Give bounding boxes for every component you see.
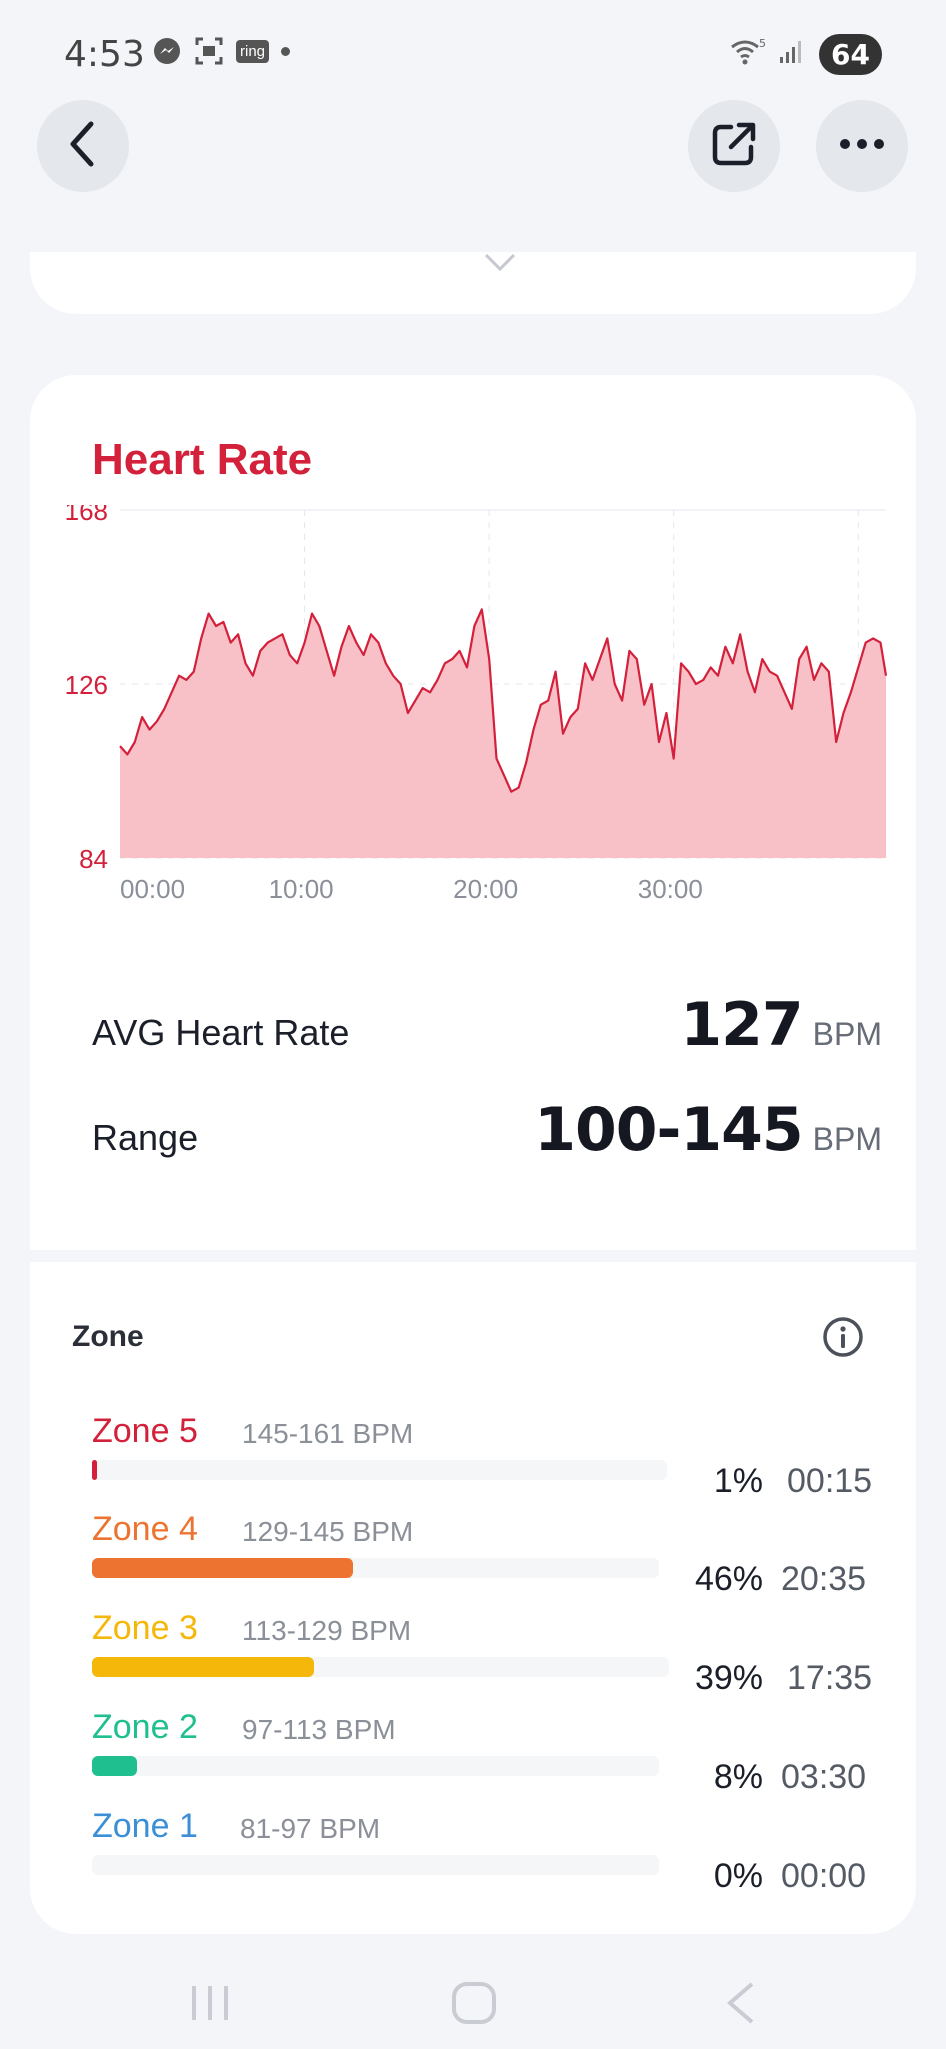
more-horizontal-icon [837, 134, 887, 159]
more-options-button[interactable] [816, 100, 908, 192]
system-nav-bar [0, 1960, 946, 2049]
external-link-icon [709, 119, 759, 174]
x-tick-label: 20:00 [453, 874, 518, 904]
signal-icon [777, 37, 807, 72]
zone-progress-fill [92, 1756, 138, 1776]
zone-duration: 00:00 [781, 1857, 867, 1895]
status-time: 4:53 [64, 34, 145, 75]
zone-name: Zone 1 [92, 1807, 198, 1845]
zone-progress-track [92, 1855, 659, 1875]
heart-rate-card: Heart Rate 168 126 84 00:00 10:00 20:00 30:00 … [30, 375, 916, 1250]
zone-row: Zone 1 81-97 BPM 0% 00:00 [92, 1807, 904, 1897]
zone-duration: 03:30 [781, 1758, 867, 1796]
back-nav-icon[interactable] [722, 1980, 758, 2031]
zone-duration: 17:35 [787, 1659, 873, 1697]
zone-row: Zone 5 145-161 BPM 1% 00:15 [92, 1412, 904, 1502]
zone-card: Zone Zone 5 145-161 BPM 1% 00:15 Zone 4 … [30, 1262, 916, 1934]
zone-row: Zone 4 129-145 BPM 46% 20:35 [92, 1510, 904, 1600]
zone-range: 145-161 BPM [242, 1418, 414, 1449]
info-icon[interactable] [822, 1316, 864, 1363]
avg-heart-rate-value: 127 [680, 990, 803, 1060]
zone-percent: 39% [694, 1659, 763, 1697]
screenshot-icon [194, 36, 224, 66]
x-tick-label: 10:00 [269, 874, 334, 904]
range-label: Range [92, 1117, 199, 1158]
avg-unit: BPM [812, 1016, 882, 1052]
zone-row: Zone 2 97-113 BPM 8% 03:30 [92, 1708, 904, 1798]
notification-dot-icon [281, 46, 291, 56]
zone-progress-track [92, 1460, 667, 1480]
avg-heart-rate-label: AVG Heart Rate [92, 1012, 350, 1053]
messenger-icon [152, 36, 182, 66]
heart-rate-line [119, 608, 888, 793]
y-tick-label: 168 [65, 505, 108, 526]
y-tick-label: 126 [65, 670, 108, 700]
battery-indicator: 64 [819, 34, 882, 75]
home-icon[interactable] [450, 1980, 498, 2031]
zone-percent: 0% [713, 1857, 763, 1895]
chevron-left-icon [63, 119, 103, 174]
status-bar: 4:53 ring 5 64 [0, 0, 946, 110]
avg-heart-rate-row: AVG Heart Rate 127 BPM [92, 990, 882, 1060]
zone-range: 81-97 BPM [240, 1813, 381, 1844]
ring-app-icon: ring [236, 39, 270, 63]
range-unit: BPM [812, 1121, 882, 1157]
x-tick-label: 00:00 [120, 874, 185, 904]
zone-name: Zone 3 [92, 1609, 198, 1647]
heart-rate-chart: 168 126 84 00:00 10:00 20:00 30:00 [65, 505, 888, 904]
back-button[interactable] [37, 100, 129, 192]
zone-name: Zone 5 [92, 1412, 198, 1450]
zone-duration: 00:15 [787, 1462, 873, 1500]
zone-name: Zone 4 [92, 1510, 198, 1548]
range-value: 100-145 [534, 1095, 803, 1165]
zone-percent: 8% [713, 1758, 763, 1796]
zone-progress-fill [92, 1657, 314, 1677]
zone-progress-track [92, 1558, 659, 1578]
zone-percent: 46% [694, 1560, 763, 1598]
heart-rate-area [120, 609, 886, 858]
heart-rate-title: Heart Rate [92, 435, 313, 484]
zone-duration: 20:35 [781, 1560, 867, 1598]
zone-range: 129-145 BPM [242, 1516, 414, 1547]
zone-row: Zone 3 113-129 BPM 39% 17:35 [92, 1609, 904, 1699]
zone-range: 97-113 BPM [242, 1714, 396, 1745]
svg-text:5: 5 [759, 37, 765, 50]
range-row: Range 100-145 BPM [92, 1095, 882, 1165]
zone-progress-track [92, 1756, 659, 1776]
zone-percent: 1% [713, 1462, 763, 1500]
zone-progress-fill [92, 1558, 354, 1578]
x-tick-label: 30:00 [638, 874, 703, 904]
wifi-icon: 5 [729, 37, 766, 72]
zone-progress-fill [92, 1460, 97, 1480]
y-tick-label: 84 [79, 844, 108, 874]
share-button[interactable] [688, 100, 780, 192]
zone-range: 113-129 BPM [242, 1615, 412, 1646]
recent-apps-icon[interactable] [188, 1980, 232, 2031]
previous-card [30, 252, 916, 314]
zone-name: Zone 2 [92, 1708, 198, 1746]
chevron-down-icon[interactable] [483, 252, 517, 279]
zone-title: Zone [72, 1320, 144, 1353]
zone-progress-track [92, 1657, 669, 1677]
